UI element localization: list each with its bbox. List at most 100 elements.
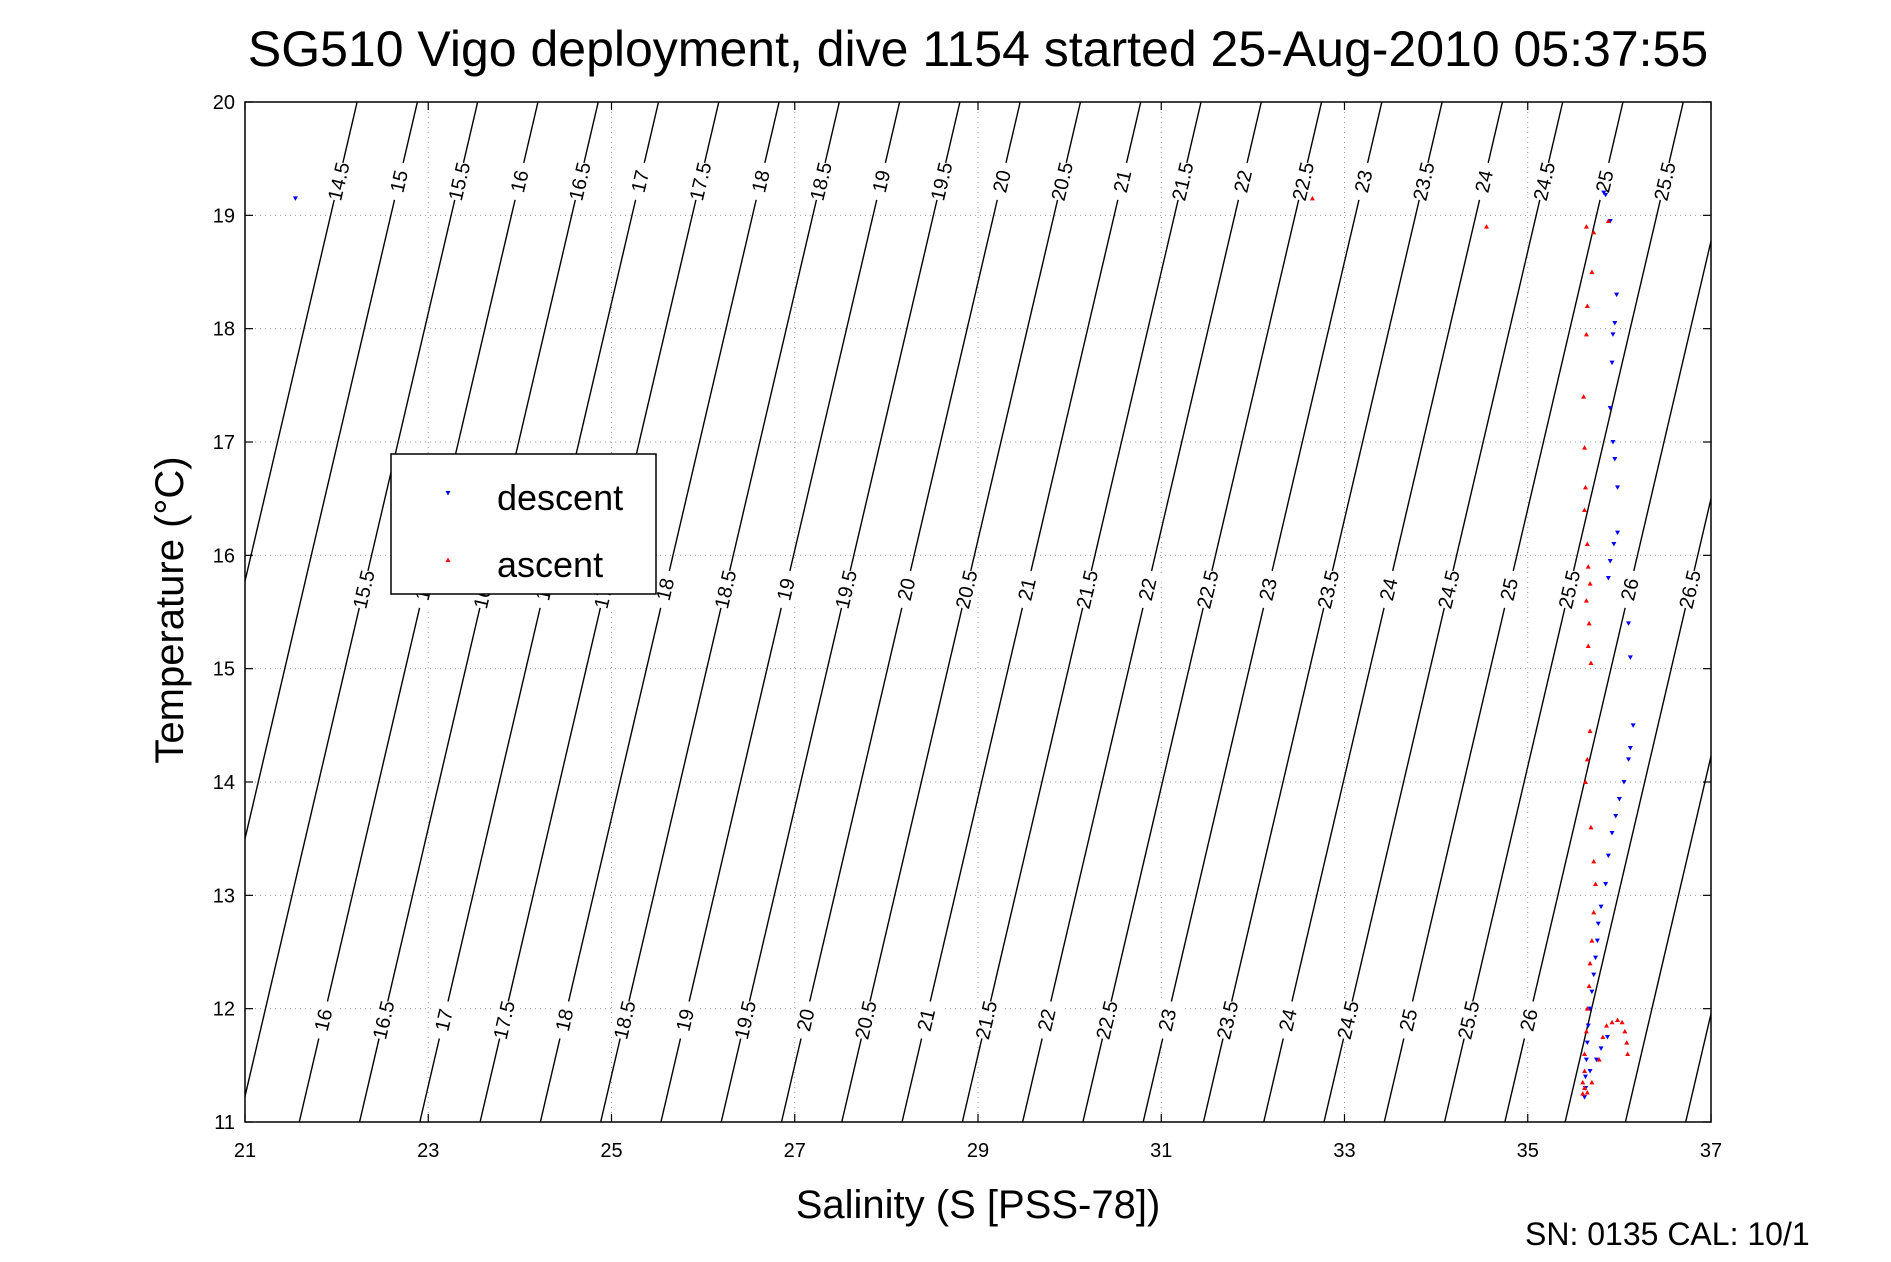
ascent-point: [1582, 445, 1588, 450]
density-contour: [1564, 495, 1711, 1122]
y-tick-label: 12: [213, 999, 235, 1021]
density-contour-label: 20.5: [851, 999, 881, 1042]
y-tick-label: 20: [213, 92, 235, 114]
contour-label-bg: [1045, 160, 1078, 203]
contour-label-bg: [503, 160, 536, 203]
descent-point: [1594, 938, 1600, 944]
density-contour-label: 24.5: [1334, 999, 1364, 1042]
ascent-point: [1586, 983, 1592, 988]
ascent-point: [1624, 1040, 1630, 1045]
contour-label-bg: [789, 998, 822, 1042]
descent-point: [1593, 1057, 1599, 1063]
density-contour: [599, 102, 841, 1122]
ascent-point: [1591, 858, 1597, 864]
contour-label-bg: [1512, 998, 1545, 1042]
contour-label-bg: [1151, 998, 1184, 1042]
ascent-point: [1581, 394, 1587, 399]
ascent-point: [1587, 728, 1593, 733]
density-contour-label: 21: [914, 1007, 940, 1034]
density-contour-label: 18: [748, 168, 774, 195]
descent-point: [1609, 831, 1615, 836]
plot-area: 14.5 15.5 15 16 16.5 17 17.5 18 18.5 19 19.5 20 20.5…: [213, 92, 1722, 1162]
ascent-point: [1580, 1079, 1586, 1085]
descent-point: [1595, 921, 1601, 927]
contour-label-bg: [608, 998, 641, 1042]
ascent-point: [1600, 1034, 1606, 1039]
contour-label-bg: [1070, 568, 1103, 611]
ascent-point: [1584, 541, 1590, 546]
density-contour: [841, 102, 1082, 1122]
density-contour: [1323, 102, 1564, 1122]
contour-label-bg: [322, 160, 355, 203]
y-tick-label: 18: [213, 319, 235, 341]
contour-label-bg: [950, 568, 983, 611]
contour-label-bg: [548, 998, 581, 1042]
descent-point: [1626, 621, 1632, 626]
density-contour-label: 20: [793, 1007, 819, 1034]
ascent-point: [1584, 303, 1590, 308]
ascent-point: [1584, 1006, 1590, 1011]
descent-point: [292, 196, 298, 201]
contour-label-bg: [1528, 160, 1561, 203]
y-tick-label: 15: [213, 659, 235, 681]
x-tick-label: 33: [1333, 1140, 1355, 1162]
density-contour-label: 20: [989, 168, 1015, 195]
contour-label-bg: [1271, 998, 1304, 1042]
density-contour: [720, 102, 961, 1122]
contour-label-bg: [1407, 160, 1440, 203]
contour-label-bg: [909, 998, 942, 1042]
y-axis-label: Temperature (°C): [148, 456, 192, 763]
legend-marker-descent: [445, 491, 451, 496]
descent-point: [1609, 360, 1615, 366]
ascent-point: [1591, 229, 1597, 235]
descent-point: [1611, 542, 1617, 547]
density-contour-label: 21: [1014, 576, 1040, 603]
density-contour: [1443, 102, 1684, 1122]
density-contour-label: 21.5: [1073, 568, 1103, 611]
density-contour-label: 25: [1396, 1007, 1422, 1034]
contour-label-bg: [1010, 568, 1043, 611]
density-contour-label: 18.5: [711, 568, 741, 611]
legend-label-ascent: ascent: [497, 544, 603, 585]
ascent-point: [1622, 1028, 1628, 1034]
density-contour-label: 15.5: [349, 568, 379, 611]
descent-point: [1587, 1006, 1593, 1012]
descent-point: [1607, 559, 1613, 564]
descent-point: [1603, 882, 1609, 887]
contour-label-bg: [744, 160, 777, 203]
density-contour-label: 18: [653, 576, 679, 603]
contour-label-bg: [307, 998, 340, 1042]
ascent-point: [1588, 660, 1594, 665]
density-contour-label: 19: [869, 168, 895, 195]
contour-label-bg: [729, 998, 762, 1042]
descent-series: [292, 190, 1636, 1100]
contour-label-bg: [925, 160, 958, 203]
contour-label-bg: [649, 568, 682, 611]
density-contour-label: 20.5: [1048, 160, 1078, 203]
density-contour: [780, 102, 1021, 1122]
x-axis-label: Salinity (S [PSS-78]): [796, 1183, 1161, 1227]
density-contour-label: 22.5: [1193, 568, 1223, 611]
descent-point: [1605, 576, 1611, 581]
density-contour-label: 23.5: [1213, 999, 1243, 1042]
density-contour-label: 16.5: [565, 160, 595, 203]
ascent-point: [1582, 507, 1588, 512]
contour-label-bg: [668, 998, 701, 1042]
contour-label-bg: [1372, 568, 1405, 611]
density-contour-label: 19: [673, 1007, 699, 1034]
ascent-point: [1484, 224, 1490, 229]
density-contour-label: 16: [507, 168, 533, 195]
density-contour: [1202, 102, 1443, 1122]
descent-point: [1626, 757, 1632, 762]
ascent-point: [1583, 1028, 1589, 1034]
y-tick-label: 11: [214, 1112, 235, 1134]
contour-label-bg: [1287, 160, 1320, 203]
contour-label-bg: [1392, 998, 1425, 1042]
contour-label-bg: [684, 160, 717, 203]
descent-point: [1598, 1046, 1604, 1051]
density-contour: [961, 102, 1202, 1122]
legend: descent ascent: [390, 453, 657, 595]
density-contour-label: 15: [387, 168, 413, 195]
density-contour-label: 24: [1376, 576, 1402, 603]
